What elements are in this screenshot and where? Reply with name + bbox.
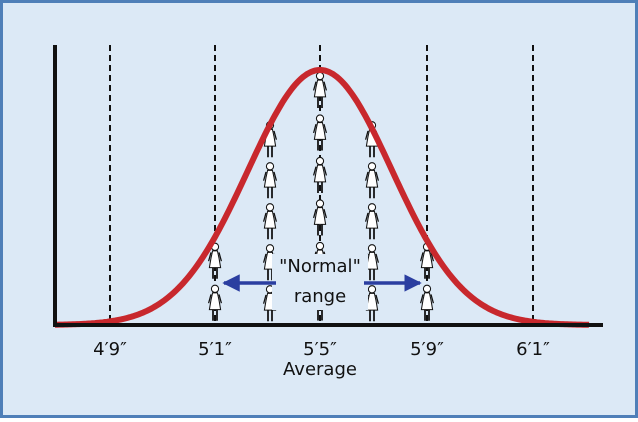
x-label: 4′9″ (93, 339, 127, 360)
bell-curve (55, 67, 590, 328)
x-label: 5′5″ (303, 339, 337, 360)
range-label: range (294, 286, 346, 307)
x-label: 5′1″ (198, 339, 232, 360)
x-label: 6′1″ (516, 339, 550, 360)
x-label: 5′9″ (410, 339, 444, 360)
range-label: "Normal" (279, 256, 361, 277)
label-backdrop (272, 254, 368, 310)
average-label: Average (283, 359, 357, 380)
